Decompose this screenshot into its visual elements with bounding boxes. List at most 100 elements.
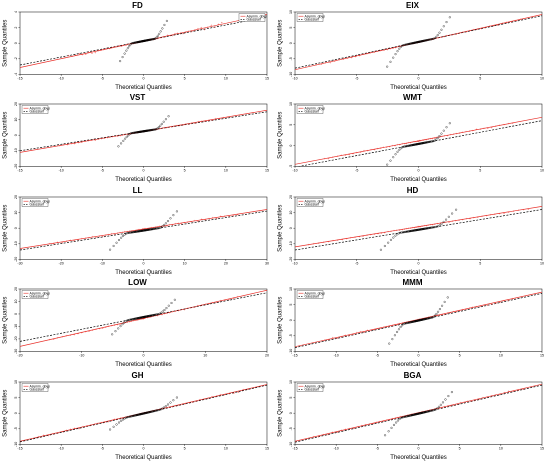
gaussian-quantile-point <box>132 132 135 135</box>
gaussian-quantile-point <box>125 136 128 139</box>
x-tick-label: -15 <box>292 446 297 450</box>
asymmetric-quantile-point: + <box>431 222 434 226</box>
gaussian-quantile-point <box>156 127 159 130</box>
asymmetric-quantile-point: + <box>448 220 451 224</box>
asymmetric-quantile-point: + <box>203 396 206 400</box>
gaussian-quantile-point <box>161 27 164 30</box>
asymmetric-quantile-point: + <box>414 225 417 229</box>
gaussian-quantile-point <box>125 416 128 419</box>
asymmetric-quantile-point: + <box>224 392 227 396</box>
y-tick-label: -20 <box>14 337 18 342</box>
asymmetric-quantile-point: + <box>446 34 449 38</box>
x-tick-label: -10 <box>292 261 297 265</box>
gaussian-quantile-point <box>163 223 166 226</box>
asymmetric-quantile-point: + <box>116 323 119 327</box>
asymmetric-quantile-point: + <box>440 35 443 39</box>
asymmetric-quantile-point: + <box>461 308 464 312</box>
legend-entry: Asymm. gbyp <box>305 199 326 203</box>
y-tick-label: 10 <box>14 300 18 304</box>
asymmetric-quantile-point: + <box>193 305 196 309</box>
asymmetric-quantile-point: + <box>332 336 335 340</box>
gaussian-quantile-point <box>128 319 131 322</box>
asymmetric-quantile-point: + <box>97 420 100 424</box>
gaussian-quantile-point <box>154 409 157 412</box>
gaussian-quantile-point <box>396 151 399 154</box>
asymmetric-quantile-point: + <box>200 120 203 124</box>
asymmetric-quantile-point: + <box>470 399 473 403</box>
asymmetric-quantile-point: + <box>462 30 465 34</box>
asymmetric-quantile-point: + <box>394 144 397 148</box>
asymmetric-quantile-point: + <box>401 227 404 231</box>
y-tick-label: 20 <box>14 102 18 106</box>
asymmetric-quantile-point: + <box>340 335 343 339</box>
gaussian-quantile-point <box>445 218 448 221</box>
asymmetric-quantile-point: + <box>101 234 104 238</box>
asymmetric-quantile-point: + <box>505 20 508 24</box>
asymmetric-quantile-point: + <box>67 53 70 57</box>
asymmetric-quantile-point: + <box>197 219 200 223</box>
asymmetric-quantile-point: + <box>64 55 67 59</box>
panel-title: GH <box>132 371 144 380</box>
asymmetric-quantile-point: + <box>42 433 45 437</box>
asymmetric-quantile-point: + <box>147 226 150 230</box>
asymmetric-quantile-point: + <box>366 233 369 237</box>
gaussian-quantile-point <box>441 304 444 307</box>
gaussian-quantile-point <box>155 227 158 230</box>
asymmetric-quantile-point: + <box>143 316 146 320</box>
gaussian-quantile-point <box>158 408 161 411</box>
asymmetric-quantile-point: + <box>350 235 353 239</box>
asymmetric-quantile-point: + <box>443 34 446 38</box>
qq-plot-svg: FD Theoretical Quantiles Sample Quantiles -… <box>3 1 269 91</box>
legend-box <box>296 290 324 299</box>
asymmetric-quantile-point: + <box>323 338 326 342</box>
asymmetric-quantile-point: + <box>370 328 373 332</box>
gaussian-quantile-point <box>398 47 401 50</box>
asymmetric-quantile-point: + <box>396 143 399 147</box>
asymmetric-quantile-point: + <box>458 31 461 35</box>
asymmetric-quantile-point: + <box>463 400 466 404</box>
legend-entry: Asymm. gbyp <box>305 14 326 18</box>
asymmetric-quantile-point: + <box>81 236 84 240</box>
qq-panel-mmm: MMM Theoretical Quantiles Sample Quantiles… <box>275 277 550 369</box>
asymmetric-quantile-point: + <box>455 32 458 36</box>
asymmetric-quantile-point: + <box>503 390 506 394</box>
legend-entry: Asymm. gbyp <box>30 107 51 111</box>
y-tick-label: 0 <box>289 319 293 321</box>
y-tick-label: 10 <box>289 287 293 291</box>
gaussian-quantile-point <box>441 400 445 404</box>
asymmetric-quantile-point: + <box>119 322 122 326</box>
asymmetric-quantile-point: + <box>494 392 497 396</box>
x-tick-label: 5 <box>479 77 481 81</box>
asymmetric-quantile-point: + <box>208 216 211 220</box>
gaussian-quantile-point <box>162 121 165 124</box>
asymmetric-quantile-point: + <box>325 60 328 64</box>
asymmetric-quantile-point: + <box>432 37 435 41</box>
x-tick-label: -10 <box>79 354 84 358</box>
gaussian-quantile-point <box>121 56 124 59</box>
gaussian-quantile-point <box>166 219 170 222</box>
asymmetric-quantile-point: + <box>150 225 153 229</box>
asymmetric-quantile-point: + <box>391 416 394 420</box>
gaussian-quantile-point <box>125 232 128 235</box>
gaussian-quantile-point <box>160 311 163 314</box>
gaussian-quantile-point <box>430 226 433 229</box>
gaussian-quantile-point <box>433 225 436 229</box>
gaussian-quantile-point <box>153 128 156 131</box>
asymmetric-quantile-point: + <box>436 313 439 317</box>
asymmetric-quantile-point: + <box>480 26 483 30</box>
x-tick-label: 5 <box>184 446 186 450</box>
panel-title: VST <box>130 93 146 102</box>
y-tick-label: -10 <box>289 349 293 354</box>
x-tick-label: -10 <box>59 446 64 450</box>
asymmetric-quantile-point: + <box>204 217 207 221</box>
x-axis-label: Theoretical Quantiles <box>115 270 172 276</box>
gaussian-quantile-point <box>387 241 390 244</box>
asymmetric-quantile-point: + <box>359 330 362 334</box>
gaussian-quantile-point <box>435 35 438 38</box>
legend-entry: Gaussian <box>30 295 44 299</box>
asymmetric-quantile-point: + <box>435 36 438 40</box>
gaussian-quantile-point <box>440 132 443 136</box>
gaussian-quantile-point <box>389 160 392 163</box>
asymmetric-quantile-point: + <box>479 304 482 308</box>
